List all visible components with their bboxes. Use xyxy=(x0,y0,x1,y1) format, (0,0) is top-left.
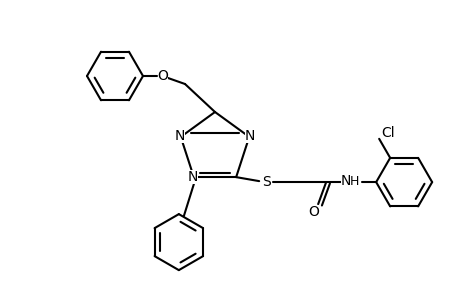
Text: Cl: Cl xyxy=(381,126,394,140)
Text: O: O xyxy=(157,69,168,83)
Text: N: N xyxy=(187,170,197,184)
Text: N: N xyxy=(174,129,185,143)
Text: N: N xyxy=(340,174,351,188)
Text: O: O xyxy=(308,205,319,219)
Text: S: S xyxy=(261,175,270,189)
Text: N: N xyxy=(245,129,255,143)
Text: H: H xyxy=(349,175,358,188)
